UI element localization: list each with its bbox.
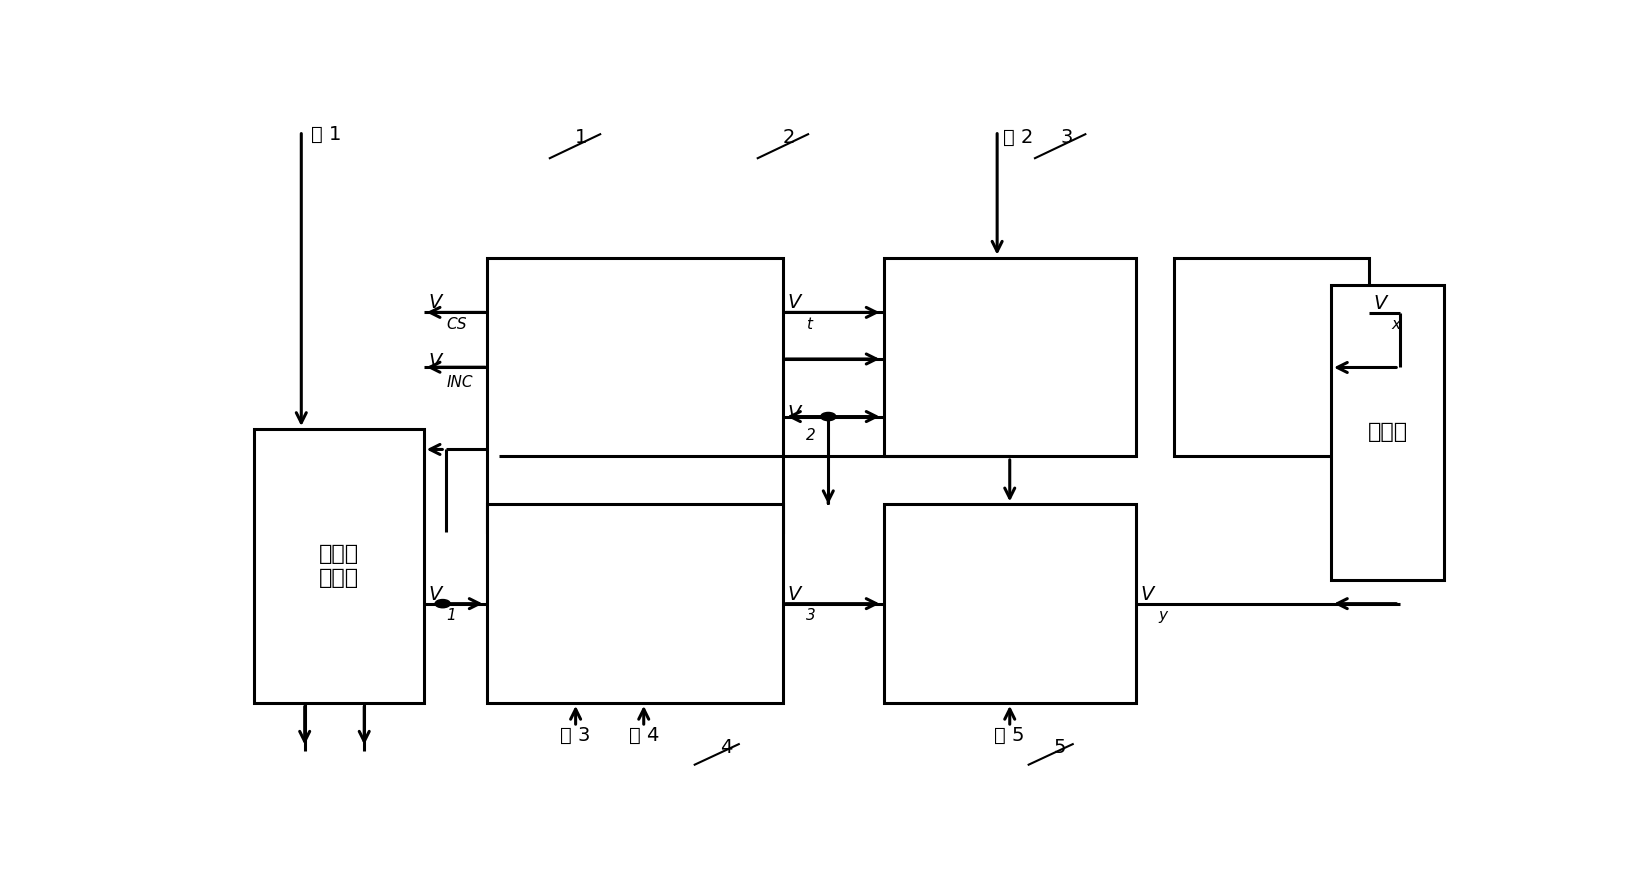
Text: V: V bbox=[429, 585, 442, 603]
FancyBboxPatch shape bbox=[254, 429, 424, 703]
FancyBboxPatch shape bbox=[1174, 257, 1369, 457]
Circle shape bbox=[436, 600, 450, 608]
Text: 被测混
沌系统: 被测混 沌系统 bbox=[319, 545, 359, 587]
Circle shape bbox=[821, 412, 836, 421]
Text: V: V bbox=[1374, 295, 1387, 313]
Text: V: V bbox=[789, 294, 802, 312]
Text: 调 5: 调 5 bbox=[995, 726, 1024, 746]
Text: y: y bbox=[1158, 608, 1167, 623]
Text: t: t bbox=[805, 317, 811, 332]
Text: 4: 4 bbox=[720, 738, 732, 757]
Text: 1: 1 bbox=[447, 608, 457, 623]
Text: V: V bbox=[429, 352, 442, 370]
Text: 2: 2 bbox=[784, 128, 795, 147]
Text: 2: 2 bbox=[805, 427, 815, 442]
Text: INC: INC bbox=[447, 375, 473, 390]
Text: 调 3: 调 3 bbox=[561, 726, 590, 746]
FancyBboxPatch shape bbox=[486, 505, 784, 703]
FancyBboxPatch shape bbox=[1332, 285, 1444, 579]
Text: 示波器: 示波器 bbox=[1367, 423, 1408, 442]
Text: 调 4: 调 4 bbox=[629, 726, 659, 746]
Text: x: x bbox=[1392, 318, 1400, 332]
Text: CS: CS bbox=[447, 317, 467, 332]
Text: 1: 1 bbox=[576, 128, 587, 147]
Text: 调 2: 调 2 bbox=[1003, 128, 1034, 147]
Text: 调 1: 调 1 bbox=[311, 125, 341, 143]
Text: V: V bbox=[429, 294, 442, 312]
Text: 5: 5 bbox=[1054, 738, 1067, 757]
FancyBboxPatch shape bbox=[885, 257, 1135, 457]
FancyBboxPatch shape bbox=[486, 257, 784, 531]
FancyBboxPatch shape bbox=[885, 505, 1135, 703]
Text: V: V bbox=[789, 404, 802, 424]
Text: 3: 3 bbox=[805, 608, 815, 623]
Text: 3: 3 bbox=[1060, 128, 1073, 147]
Text: V: V bbox=[789, 585, 802, 603]
Text: V: V bbox=[1141, 585, 1154, 603]
